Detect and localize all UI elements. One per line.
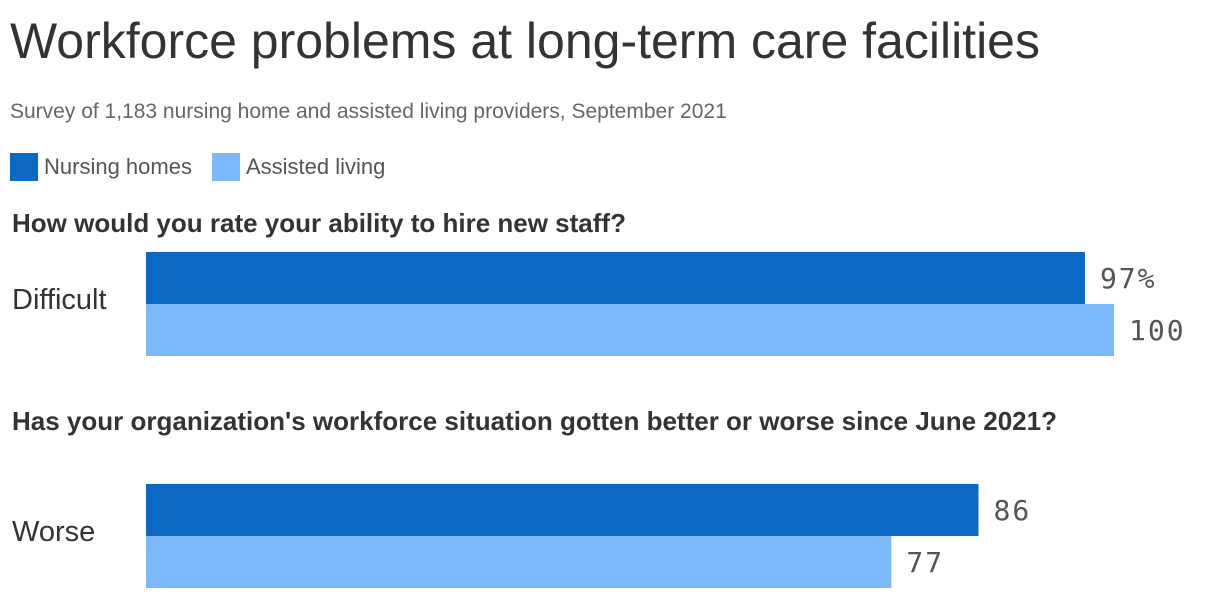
category-label-worse: Worse: [12, 516, 96, 548]
chart-subtitle: Survey of 1,183 nursing home and assiste…: [10, 100, 727, 123]
legend-item-nursing-homes: Nursing homes: [10, 153, 192, 181]
bar-difficult-nursing-homes: [146, 252, 1085, 304]
bar-worse-assisted-living: [146, 536, 892, 588]
value-label-worse-nursing-homes: 86: [993, 494, 1031, 527]
chart-title: Workforce problems at long-term care fac…: [10, 13, 1040, 69]
legend: Nursing homes Assisted living: [10, 152, 405, 182]
bar-difficult-assisted-living: [146, 304, 1114, 356]
legend-label-assisted-living: Assisted living: [245, 154, 386, 179]
legend-swatch-assisted-living: [211, 153, 240, 181]
question-2-heading: Has your organization's workforce situat…: [12, 406, 1057, 436]
category-label-difficult: Difficult: [12, 284, 107, 316]
value-label-worse-assisted-living: 77: [906, 546, 944, 579]
legend-label-nursing-homes: Nursing homes: [44, 154, 192, 179]
legend-swatch-nursing-homes: [10, 153, 38, 181]
value-label-difficult-assisted-living: 100: [1129, 314, 1186, 347]
bar-worse-nursing-homes: [146, 484, 979, 536]
value-label-difficult-nursing-homes: 97%: [1100, 262, 1157, 295]
legend-item-assisted-living: Assisted living: [211, 153, 386, 181]
question-1-heading: How would you rate your ability to hire …: [12, 208, 626, 238]
